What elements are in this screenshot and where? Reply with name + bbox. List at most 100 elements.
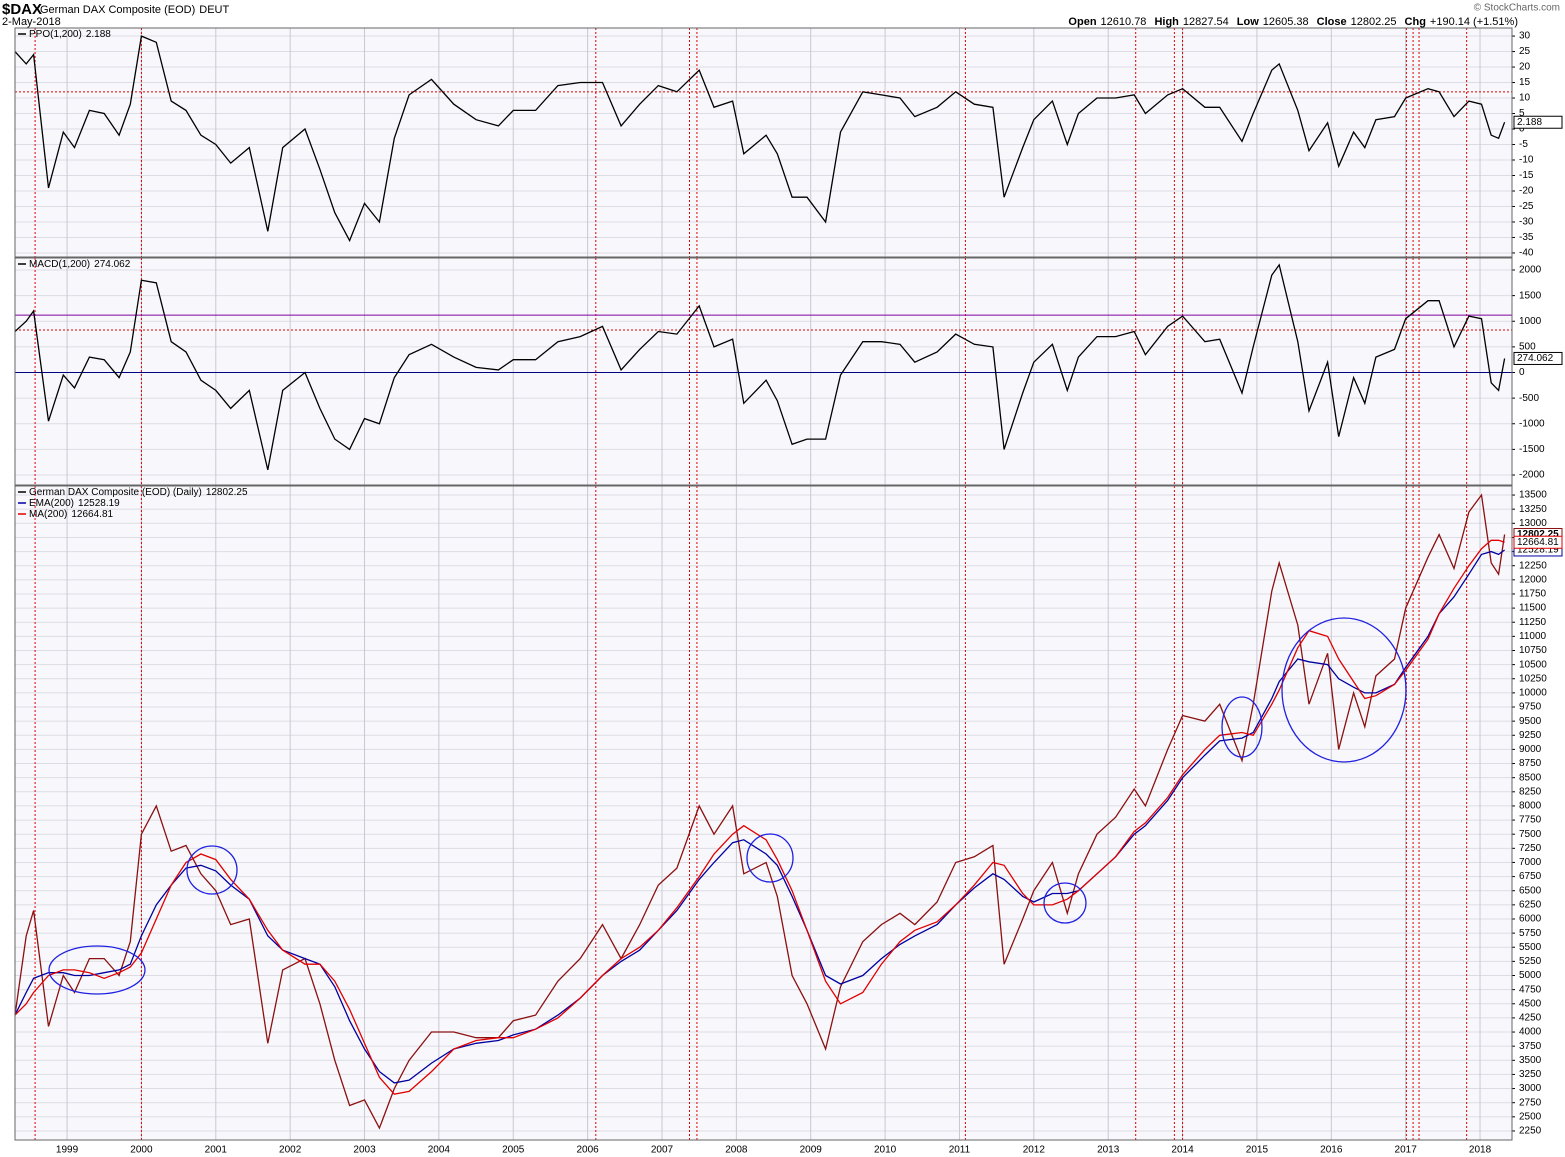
value-tag-label: 274.062 (1517, 353, 1554, 364)
x-tick-label: 2002 (279, 1145, 302, 1156)
y-tick-label: 6500 (1519, 885, 1542, 896)
y-tick-label: 4250 (1519, 1013, 1542, 1024)
highlight-circle (186, 845, 238, 895)
y-tick-label: 5750 (1519, 928, 1542, 939)
copyright: © StockCharts.com (1474, 3, 1560, 14)
y-tick-label: 15 (1519, 77, 1531, 88)
instrument-name: German DAX Composite (EOD) DEUT (40, 4, 229, 16)
y-tick-label: 9500 (1519, 716, 1542, 727)
y-tick-label: 3750 (1519, 1041, 1542, 1052)
y-tick-label: 10750 (1519, 645, 1547, 656)
y-tick-label: 9250 (1519, 730, 1542, 741)
panel-background (15, 28, 1512, 257)
x-tick-label: 2016 (1320, 1145, 1343, 1156)
y-tick-label: 10 (1519, 93, 1531, 104)
x-tick-label: 2014 (1171, 1145, 1194, 1156)
y-tick-label: 13250 (1519, 504, 1547, 515)
quote-value: +190.14 (+1.51%) (1430, 16, 1518, 28)
quote-label: Open (1068, 16, 1096, 28)
y-tick-label: 5 (1519, 108, 1525, 119)
legend-value: 274.062 (94, 259, 131, 270)
y-tick-label: 10250 (1519, 673, 1547, 684)
legend-name: MACD(1,200) (29, 259, 90, 270)
legend-entry: MACD(1,200) 274.062 (29, 259, 131, 270)
value-tag (1513, 351, 1563, 365)
y-tick-label: 10500 (1519, 659, 1547, 670)
series-line (14, 539, 1505, 1095)
legend-entry: MA(200) 12664.81 (29, 509, 114, 520)
x-tick-label: 2011 (949, 1145, 971, 1156)
highlight-circle (1281, 617, 1407, 763)
legend-entry: PPO(1,200) 2.188 (29, 29, 111, 40)
y-tick-label: 5000 (1519, 970, 1542, 981)
highlight-circle (1221, 696, 1263, 758)
legend-value: 12664.81 (71, 509, 113, 520)
y-tick-label: 13500 (1519, 490, 1547, 501)
y-tick-label: 3250 (1519, 1069, 1542, 1080)
y-tick-label: 25 (1519, 46, 1531, 57)
y-tick-label: 6000 (1519, 914, 1542, 925)
x-tick-label: 2003 (353, 1145, 376, 1156)
y-tick-label: 20 (1519, 62, 1531, 73)
value-tag-label: 12528.19 (1517, 545, 1559, 556)
quote: Open 12610.78 High 12827.54 Low 12605.38 Close… (1068, 16, 1518, 28)
highlight-circles (48, 617, 1407, 995)
quote-label: Low (1237, 16, 1259, 28)
legend-value: 2.188 (86, 29, 111, 40)
quote-label: Close (1317, 16, 1347, 28)
y-tick-label: 1000 (1519, 316, 1542, 327)
y-tick-label: -25 (1519, 201, 1534, 212)
y-tick-label: 11500 (1519, 603, 1547, 614)
x-tick-label: 2017 (1395, 1145, 1418, 1156)
y-tick-label: -5 (1519, 139, 1528, 150)
legend-name: PPO(1,200) (29, 29, 82, 40)
y-tick-label: 6250 (1519, 899, 1542, 910)
value-tag-label: 2.188 (1517, 117, 1542, 128)
quote-value: 12610.78 (1101, 16, 1147, 28)
y-tick-label: 2250 (1519, 1126, 1542, 1137)
y-tick-label: 3500 (1519, 1055, 1542, 1066)
series-line (14, 35, 1506, 243)
y-tick-label: 11000 (1519, 631, 1547, 642)
y-tick-label: -20 (1519, 186, 1534, 197)
y-tick-label: 4750 (1519, 984, 1542, 995)
y-tick-label: 4500 (1519, 998, 1542, 1009)
y-tick-label: 1500 (1519, 290, 1542, 301)
y-tick-label: 13000 (1519, 518, 1547, 529)
y-tick-label: 8250 (1519, 786, 1542, 797)
y-tick-label: 9000 (1519, 744, 1542, 755)
value-tag-label: 12802.25 (1517, 529, 1559, 540)
panel-background (15, 486, 1512, 1140)
quote-label: Chg (1405, 16, 1426, 28)
legend-name: EMA(200) (29, 498, 74, 509)
panel-frame (14, 485, 1513, 1141)
quote-value: 12605.38 (1263, 16, 1309, 28)
y-tick-label: -35 (1519, 232, 1534, 243)
y-tick-label: -10 (1519, 155, 1534, 166)
x-tick-label: 2013 (1097, 1145, 1120, 1156)
symbol: $DAX (2, 1, 42, 18)
y-tick-label: 30 (1519, 31, 1531, 42)
legend-value: 12528.19 (78, 498, 120, 509)
x-tick-label: 1999 (56, 1145, 79, 1156)
y-tick-label: 7750 (1519, 815, 1542, 826)
name: German DAX Composite (EOD) (40, 4, 195, 16)
y-tick-label: -1000 (1519, 418, 1545, 429)
y-tick-label: 5250 (1519, 956, 1542, 967)
y-tick-label: 11750 (1519, 589, 1547, 600)
x-tick-label: 2008 (725, 1145, 748, 1156)
y-tick-label: 2500 (1519, 1111, 1542, 1122)
legend-entry: German DAX Composite (EOD) (Daily) 12802.… (29, 487, 248, 498)
highlight-circle (746, 833, 794, 883)
y-tick-label: 4000 (1519, 1027, 1542, 1038)
y-tick-label: 11250 (1519, 617, 1547, 628)
panel-background (15, 258, 1512, 485)
panel-frame (14, 257, 1513, 486)
legend-name: MA(200) (29, 509, 67, 520)
legend-entry: EMA(200) 12528.19 (29, 498, 120, 509)
date: 2-May-2018 (2, 16, 61, 28)
quote-value: 12802.25 (1351, 16, 1397, 28)
x-tick-label: 2006 (576, 1145, 599, 1156)
legend-name: German DAX Composite (EOD) (Daily) (29, 487, 202, 498)
y-tick-label: 8500 (1519, 772, 1542, 783)
